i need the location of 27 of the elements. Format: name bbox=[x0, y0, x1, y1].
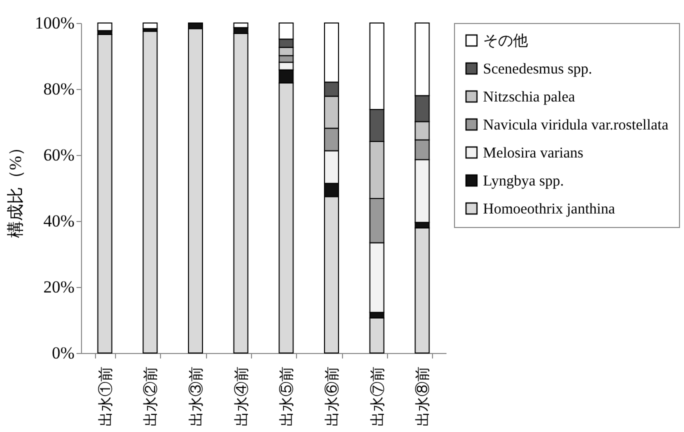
bar bbox=[97, 34, 112, 354]
legend-label: その他 bbox=[483, 32, 528, 50]
legend-label: Nitzschia palea bbox=[483, 90, 576, 106]
y-tick-label: 80% bbox=[43, 80, 74, 98]
bar bbox=[142, 22, 158, 30]
legend-label: Navicula viridula var.rostellata bbox=[483, 118, 669, 134]
bar bbox=[414, 227, 430, 354]
x-tick-label: 出水⑧前 bbox=[414, 366, 432, 426]
x-tick-label: 出水⑦前 bbox=[369, 366, 386, 426]
x-tick-label: 出水③前 bbox=[188, 366, 205, 426]
legend-label: Melosira varians bbox=[483, 146, 584, 162]
x-tick-label: 出水①前 bbox=[97, 366, 114, 426]
bar bbox=[142, 30, 158, 354]
y-tick-label: 40% bbox=[43, 212, 74, 230]
x-tick-label: 出水⑥前 bbox=[324, 366, 342, 426]
y-tick-label: 20% bbox=[43, 278, 74, 296]
y-axis-title: 構成比（%） bbox=[6, 138, 25, 238]
x-tick-label: 出水④前 bbox=[233, 366, 250, 426]
bar bbox=[97, 22, 112, 32]
legend-label: Lyngbya spp. bbox=[483, 174, 564, 190]
y-tick-label: 60% bbox=[43, 146, 74, 164]
legend-label: Scenedesmus spp. bbox=[483, 62, 592, 78]
x-tick-label: 出水②前 bbox=[142, 366, 160, 426]
y-tick-label: 100% bbox=[34, 14, 74, 32]
y-tick-label: 0% bbox=[52, 344, 74, 362]
x-tick-label: 出水⑤前 bbox=[278, 366, 296, 426]
legend-label: Homoeothrix janthina bbox=[483, 202, 616, 218]
